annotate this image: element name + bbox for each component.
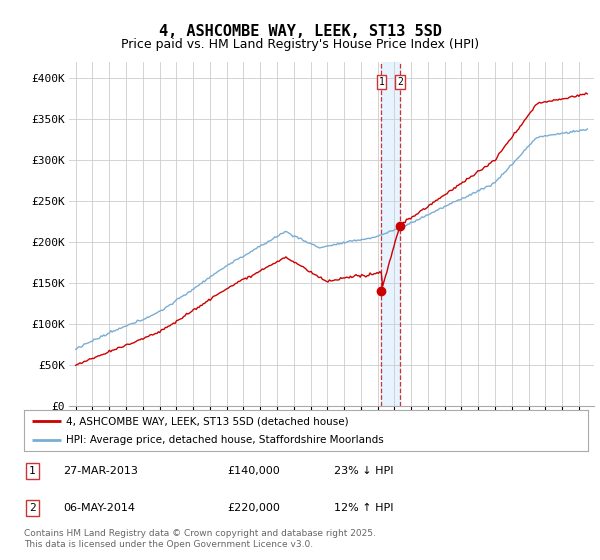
Text: 2: 2: [29, 503, 36, 513]
Text: 23% ↓ HPI: 23% ↓ HPI: [334, 466, 394, 476]
Text: 1: 1: [379, 77, 385, 87]
Text: 12% ↑ HPI: 12% ↑ HPI: [334, 503, 394, 513]
Text: 1: 1: [29, 466, 36, 476]
Text: 4, ASHCOMBE WAY, LEEK, ST13 5SD (detached house): 4, ASHCOMBE WAY, LEEK, ST13 5SD (detache…: [66, 417, 349, 426]
Bar: [382, 62, 400, 406]
Text: 4, ASHCOMBE WAY, LEEK, ST13 5SD: 4, ASHCOMBE WAY, LEEK, ST13 5SD: [158, 24, 442, 39]
Text: 27-MAR-2013: 27-MAR-2013: [64, 466, 139, 476]
Text: 06-MAY-2014: 06-MAY-2014: [64, 503, 136, 513]
Text: 2: 2: [397, 77, 403, 87]
Text: Price paid vs. HM Land Registry's House Price Index (HPI): Price paid vs. HM Land Registry's House …: [121, 38, 479, 51]
Text: Contains HM Land Registry data © Crown copyright and database right 2025.
This d: Contains HM Land Registry data © Crown c…: [24, 529, 376, 549]
Text: £140,000: £140,000: [227, 466, 280, 476]
Text: £220,000: £220,000: [227, 503, 280, 513]
Text: HPI: Average price, detached house, Staffordshire Moorlands: HPI: Average price, detached house, Staf…: [66, 435, 384, 445]
